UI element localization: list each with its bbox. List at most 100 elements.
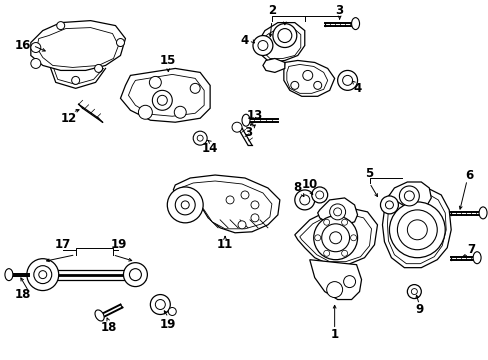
Ellipse shape xyxy=(149,76,161,88)
Polygon shape xyxy=(294,208,377,265)
Ellipse shape xyxy=(388,202,444,258)
Ellipse shape xyxy=(72,76,80,84)
Text: 18: 18 xyxy=(100,321,117,334)
Ellipse shape xyxy=(302,71,312,80)
Ellipse shape xyxy=(399,186,419,206)
Text: 4: 4 xyxy=(353,82,361,95)
Ellipse shape xyxy=(472,252,480,264)
Text: 10: 10 xyxy=(301,179,317,192)
Ellipse shape xyxy=(351,18,359,30)
Ellipse shape xyxy=(299,195,309,205)
Ellipse shape xyxy=(138,105,152,119)
Ellipse shape xyxy=(34,266,52,284)
Text: 17: 17 xyxy=(55,238,71,251)
Polygon shape xyxy=(382,188,450,268)
Ellipse shape xyxy=(321,224,349,252)
Ellipse shape xyxy=(175,195,195,215)
Ellipse shape xyxy=(155,300,165,310)
Ellipse shape xyxy=(323,250,329,256)
Ellipse shape xyxy=(333,208,341,216)
Text: 16: 16 xyxy=(15,39,31,52)
Ellipse shape xyxy=(329,204,345,220)
Ellipse shape xyxy=(313,216,357,260)
Ellipse shape xyxy=(315,191,323,199)
Text: 19: 19 xyxy=(160,318,176,331)
Text: 11: 11 xyxy=(217,238,233,251)
Ellipse shape xyxy=(95,310,104,321)
Ellipse shape xyxy=(407,285,421,298)
Text: 9: 9 xyxy=(414,303,423,316)
Polygon shape xyxy=(386,182,430,208)
Ellipse shape xyxy=(250,201,259,209)
Polygon shape xyxy=(180,181,271,229)
Text: 18: 18 xyxy=(15,288,31,301)
Polygon shape xyxy=(37,28,118,67)
Ellipse shape xyxy=(343,276,355,288)
Polygon shape xyxy=(286,64,327,93)
Ellipse shape xyxy=(252,36,272,55)
Polygon shape xyxy=(299,214,371,262)
Ellipse shape xyxy=(313,81,321,89)
Text: 5: 5 xyxy=(365,167,373,180)
Polygon shape xyxy=(120,68,210,122)
Ellipse shape xyxy=(337,71,357,90)
Ellipse shape xyxy=(329,232,341,244)
Ellipse shape xyxy=(157,95,167,105)
Polygon shape xyxy=(283,60,334,96)
Ellipse shape xyxy=(150,294,170,315)
Ellipse shape xyxy=(94,64,102,72)
Polygon shape xyxy=(309,260,361,300)
Text: 3: 3 xyxy=(244,126,251,139)
Polygon shape xyxy=(263,58,285,72)
Text: 4: 4 xyxy=(241,34,248,47)
Ellipse shape xyxy=(167,187,203,223)
Polygon shape xyxy=(173,175,279,233)
Ellipse shape xyxy=(241,191,248,199)
Text: 8: 8 xyxy=(293,181,301,194)
Polygon shape xyxy=(128,75,203,116)
Ellipse shape xyxy=(31,42,41,53)
Ellipse shape xyxy=(174,106,186,118)
Ellipse shape xyxy=(272,24,296,48)
Ellipse shape xyxy=(385,201,393,209)
Ellipse shape xyxy=(116,39,124,46)
Text: 2: 2 xyxy=(267,4,275,17)
Ellipse shape xyxy=(350,235,356,241)
Polygon shape xyxy=(317,198,357,225)
Polygon shape xyxy=(31,21,125,71)
Ellipse shape xyxy=(197,135,203,141)
Ellipse shape xyxy=(242,114,249,126)
Text: 13: 13 xyxy=(246,109,263,122)
Ellipse shape xyxy=(323,219,329,225)
Ellipse shape xyxy=(31,58,41,68)
Ellipse shape xyxy=(123,263,147,287)
Text: 12: 12 xyxy=(61,112,77,125)
Ellipse shape xyxy=(290,81,298,89)
Polygon shape xyxy=(262,28,300,58)
Ellipse shape xyxy=(294,190,314,210)
Ellipse shape xyxy=(232,122,242,132)
Ellipse shape xyxy=(27,259,59,291)
Ellipse shape xyxy=(277,28,291,42)
Ellipse shape xyxy=(397,210,436,250)
Polygon shape xyxy=(386,193,446,264)
Text: 6: 6 xyxy=(464,168,472,181)
Ellipse shape xyxy=(311,187,327,203)
Ellipse shape xyxy=(326,282,342,298)
Ellipse shape xyxy=(129,269,141,280)
Ellipse shape xyxy=(152,90,172,110)
Text: 14: 14 xyxy=(202,141,218,155)
Ellipse shape xyxy=(238,221,245,229)
Ellipse shape xyxy=(181,201,189,209)
Text: 19: 19 xyxy=(110,238,126,251)
Polygon shape xyxy=(260,23,304,62)
Ellipse shape xyxy=(39,271,47,279)
Ellipse shape xyxy=(225,196,234,204)
Ellipse shape xyxy=(190,84,200,93)
Text: 15: 15 xyxy=(160,54,176,67)
Text: 7: 7 xyxy=(466,243,474,256)
Ellipse shape xyxy=(258,41,267,50)
Ellipse shape xyxy=(341,219,347,225)
Ellipse shape xyxy=(380,196,398,214)
Ellipse shape xyxy=(342,75,352,85)
